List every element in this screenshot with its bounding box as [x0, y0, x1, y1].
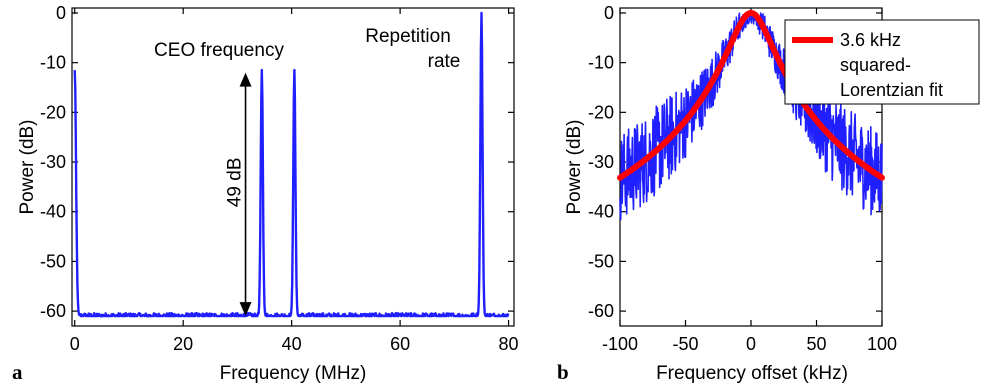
annotation-repetition-line2: rate [428, 51, 461, 72]
y-tick-label-a: -40 [40, 202, 66, 222]
x-axis-label-b: Frequency offset (kHz) [656, 363, 848, 384]
y-axis-label-b: Power (dB) [564, 119, 585, 214]
y-tick-label-b: -10 [588, 53, 614, 73]
plot-frame-a [71, 7, 515, 327]
x-tick-label-b: 0 [746, 334, 756, 354]
legend-line-2: squared- [840, 55, 911, 75]
y-tick-label-a: -10 [40, 53, 66, 73]
legend: 3.6 kHz squared- Lorentzian fit [784, 19, 980, 105]
annotation-repetition-line1: Repetition [365, 26, 451, 47]
x-tick-label-b: -50 [672, 334, 698, 354]
panel-letter-b: b [557, 360, 569, 384]
x-tick-label-a: 60 [390, 334, 410, 354]
y-tick-label-a: -20 [40, 102, 66, 122]
x-tick-label-b: -100 [602, 334, 638, 354]
y-tick-label-a: -50 [40, 251, 66, 271]
x-tick-label-a: 0 [70, 334, 80, 354]
y-tick-label-b: -60 [588, 301, 614, 321]
legend-line-3: Lorentzian fit [840, 80, 943, 100]
x-tick-label-b: 100 [867, 334, 897, 354]
panel-letter-a: a [12, 360, 23, 384]
y-tick-label-b: 0 [604, 3, 614, 23]
x-tick-label-a: 80 [499, 334, 519, 354]
x-tick-label-a: 20 [173, 334, 193, 354]
panel-b: -100 -50 0 50 100 0 -10 -20 -30 -40 -50 -60 3.6 kHz… [557, 3, 980, 384]
legend-line-1: 3.6 kHz [840, 30, 901, 50]
y-axis-label-a: Power (dB) [17, 119, 38, 214]
49db-arrow [239, 72, 252, 317]
panel-a: 0 20 40 60 80 0 -10 -20 -30 -40 -50 -60 49 dB CEO f… [12, 3, 519, 384]
y-tick-label-b: -40 [588, 202, 614, 222]
legend-box [784, 19, 980, 105]
y-tick-label-b: -50 [588, 251, 614, 271]
y-tick-label-b: -20 [588, 102, 614, 122]
y-tick-label-b: -30 [588, 152, 614, 172]
spectrum-trace-a [73, 11, 510, 318]
arrow-label-49db: 49 dB [225, 158, 246, 208]
y-tick-label-a: -30 [40, 152, 66, 172]
x-tick-label-b: 50 [806, 334, 826, 354]
y-tick-label-a: 0 [56, 3, 66, 23]
annotation-ceo-frequency: CEO frequency [154, 40, 284, 61]
x-axis-label-a: Frequency (MHz) [220, 363, 367, 384]
y-tick-label-a: -60 [40, 301, 66, 321]
x-tick-label-a: 40 [282, 334, 302, 354]
fit-curve-b [617, 10, 885, 181]
measured-trace-b [619, 12, 883, 221]
